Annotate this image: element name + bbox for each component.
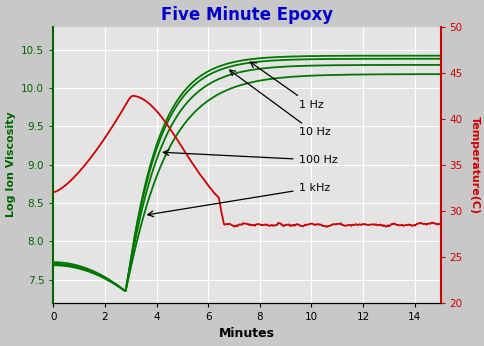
Text: 1 kHz: 1 kHz [148,183,329,217]
X-axis label: Minutes: Minutes [218,327,274,340]
Text: 1 Hz: 1 Hz [250,62,323,110]
Title: Five Minute Epoxy: Five Minute Epoxy [161,6,332,24]
Text: 100 Hz: 100 Hz [163,150,336,165]
Text: 10 Hz: 10 Hz [229,70,330,137]
Y-axis label: Temperature(C): Temperature(C) [469,116,479,214]
Y-axis label: Log Ion Viscosity: Log Ion Viscosity [5,112,15,218]
